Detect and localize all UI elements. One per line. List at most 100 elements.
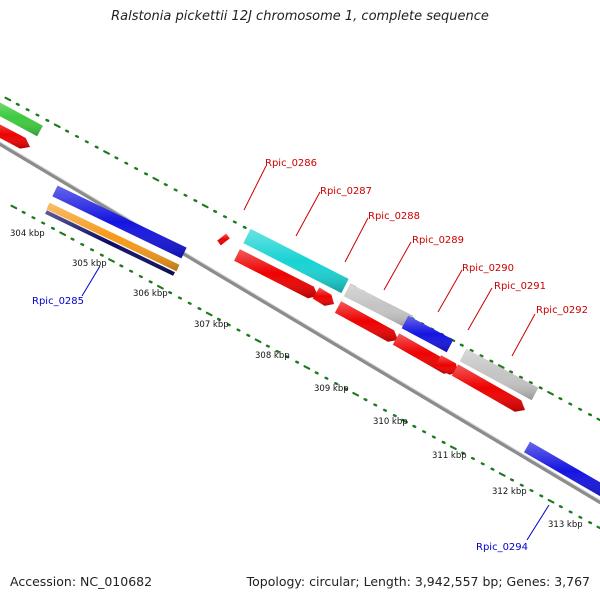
outer-tick xyxy=(528,380,533,385)
inner-tick xyxy=(373,403,378,407)
outer-tick xyxy=(84,140,89,144)
outer-tick xyxy=(193,199,198,203)
inner-tick xyxy=(441,440,446,444)
feature-red-tiny-shading xyxy=(434,355,458,375)
inner-tick xyxy=(285,355,290,359)
inner-tick xyxy=(352,391,360,397)
gene-leader-line xyxy=(511,313,536,357)
inner-tick xyxy=(236,328,241,332)
inner-tick xyxy=(275,349,280,354)
inner-tick xyxy=(461,451,466,455)
inner-tick xyxy=(343,387,348,391)
feature-blue-rpic0285-shading xyxy=(52,185,187,259)
feature-blue-rpic0289-shading xyxy=(401,315,454,353)
outer-tick xyxy=(15,102,20,106)
inner-tick xyxy=(148,280,153,284)
inner-tick xyxy=(254,338,262,344)
backbone xyxy=(0,141,600,505)
gene-label: Rpic_0288 xyxy=(368,211,420,222)
gene-leader-line xyxy=(437,269,463,313)
inner-tick xyxy=(216,317,222,321)
outer-tick xyxy=(173,188,178,192)
inner-tick xyxy=(80,242,85,247)
inner-tick xyxy=(168,291,173,295)
gene-leader-line xyxy=(383,241,412,291)
outer-tick xyxy=(183,193,188,197)
inner-tick xyxy=(422,430,427,434)
scale-label: 308 kbp xyxy=(255,351,290,361)
inner-tick xyxy=(226,323,231,327)
outer-tick xyxy=(568,402,573,406)
gene-features xyxy=(0,102,600,497)
gene-label: Rpic_0290 xyxy=(462,263,514,274)
inner-tick xyxy=(588,521,593,525)
accession-label: Accession: NC_010682 xyxy=(10,574,153,589)
inner-tick xyxy=(156,284,164,290)
inner-tick xyxy=(59,231,67,237)
outer-tick xyxy=(114,156,119,160)
inner-tick xyxy=(246,333,251,337)
feature-red-left-shading xyxy=(0,124,30,149)
labels: 304 kbp 305 kbp 306 kbp 307 kbp 308 kbp 309 k… xyxy=(10,158,588,553)
inner-tick xyxy=(498,472,506,477)
outer-tick xyxy=(163,183,168,187)
map-title: Ralstonia pickettii 12J chromosome 1, co… xyxy=(111,9,489,24)
inner-tick xyxy=(138,274,143,279)
inner-tick xyxy=(529,488,534,493)
inner-tick xyxy=(480,462,485,466)
outer-tick xyxy=(25,108,30,112)
inner-tick xyxy=(449,445,457,451)
gene-leader-line xyxy=(243,165,267,211)
gene-label: Rpic_0292 xyxy=(536,305,588,316)
feature-orange-shading xyxy=(46,202,180,272)
gene-leader-line xyxy=(295,191,321,237)
outer-tick xyxy=(509,370,514,374)
outer-tick xyxy=(65,129,70,133)
outer-tick xyxy=(497,364,505,369)
scale-label: 313 kbp xyxy=(548,520,583,530)
inner-tick xyxy=(568,510,573,514)
topology-summary: Topology: circular; Length: 3,942,557 bp… xyxy=(246,574,590,589)
scale-label: 310 kbp xyxy=(373,417,408,427)
gene-label: Rpic_0289 xyxy=(412,235,464,246)
inner-tick xyxy=(99,253,104,257)
inner-tick xyxy=(108,258,115,263)
inner-tick xyxy=(41,221,46,225)
inner-tick xyxy=(334,381,339,386)
gene-leader-line xyxy=(467,287,493,331)
inner-tick xyxy=(177,296,182,300)
outer-tick xyxy=(143,172,149,176)
feature-cyan-rpic0287-shading xyxy=(243,228,349,294)
gene-label: Rpic_0286 xyxy=(265,158,317,169)
inner-tick xyxy=(21,210,26,214)
feature-blue-rpic0294-shading xyxy=(524,441,600,497)
inner-tick xyxy=(89,248,95,252)
outer-tick xyxy=(124,161,129,165)
inner-tick xyxy=(129,269,134,273)
inner-tick xyxy=(205,311,213,317)
inner-tick xyxy=(187,301,192,305)
outer-tick xyxy=(518,375,523,379)
feature-red-short-shading xyxy=(312,287,334,306)
inner-tick xyxy=(547,498,555,504)
inner-tick xyxy=(558,505,563,509)
outer-tick xyxy=(469,348,474,353)
scale-label: 311 kbp xyxy=(432,451,467,461)
backbone-line xyxy=(0,141,600,505)
backbone-highlight xyxy=(0,141,600,501)
outer-tick xyxy=(94,145,99,149)
inner-tick xyxy=(401,418,408,424)
inner-tick xyxy=(31,216,36,220)
inner-tick xyxy=(197,307,202,311)
outer-tick xyxy=(213,209,218,213)
inner-tick xyxy=(295,360,300,364)
scale-label: 307 kbp xyxy=(194,320,229,330)
inner-tick xyxy=(519,483,524,487)
feature-red-small-shading xyxy=(217,233,230,246)
outer-tick xyxy=(578,407,583,411)
inner-tick xyxy=(119,264,124,268)
outer-tick xyxy=(53,123,61,129)
inner-tick xyxy=(303,365,311,370)
feature-red-rpic0290-shading xyxy=(334,301,398,342)
